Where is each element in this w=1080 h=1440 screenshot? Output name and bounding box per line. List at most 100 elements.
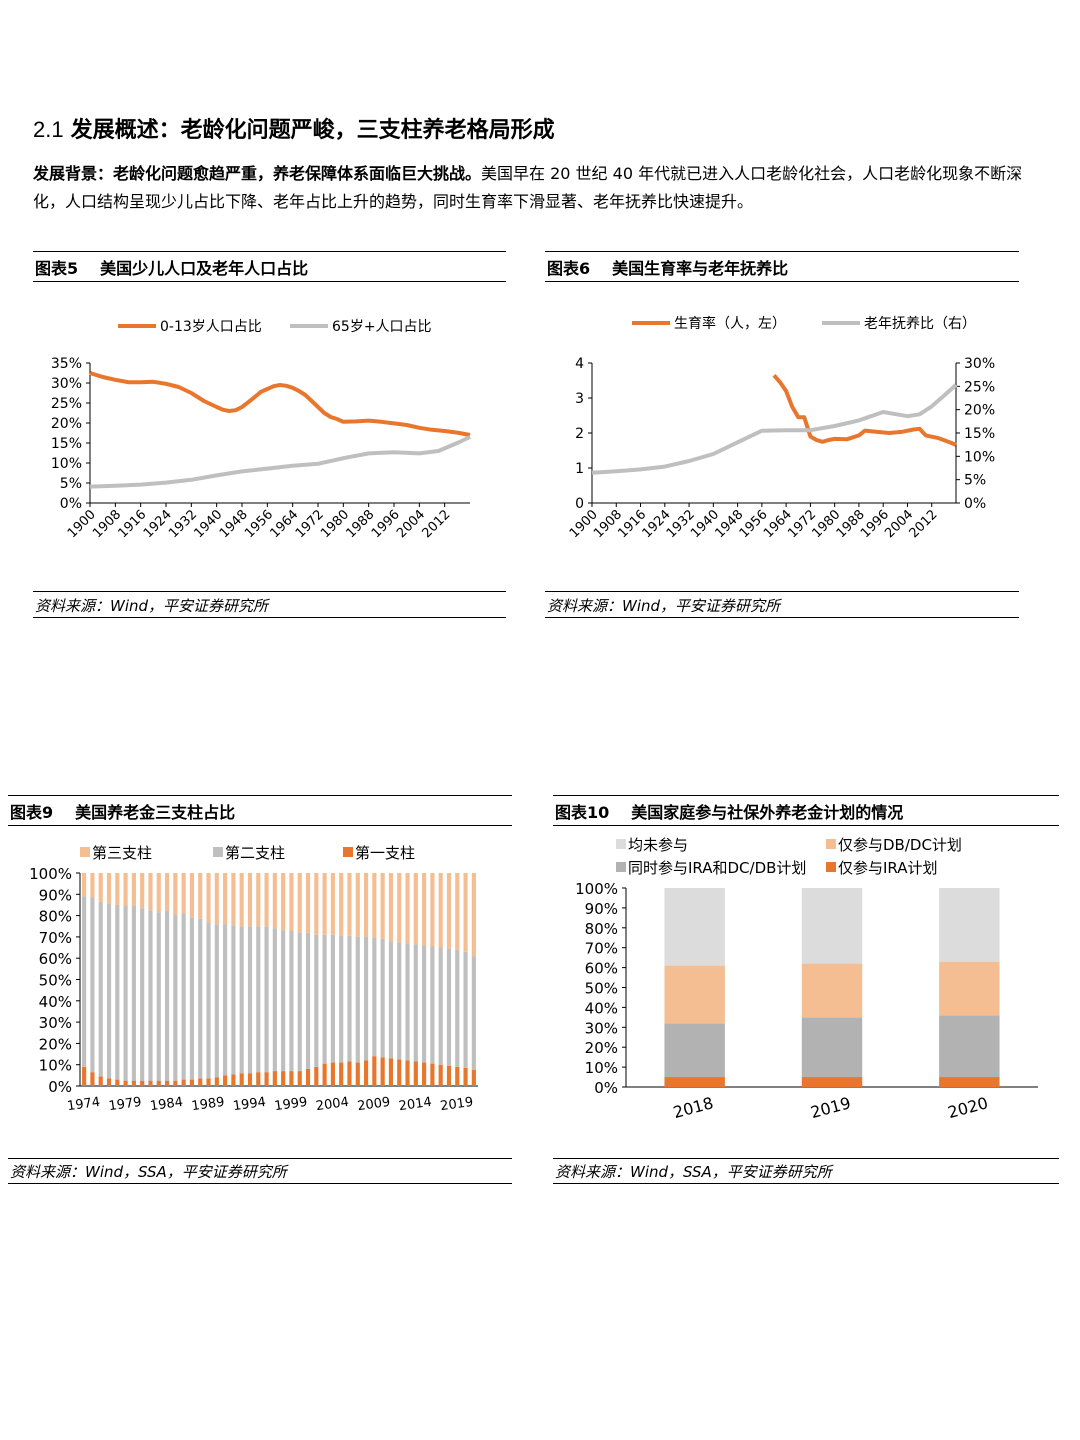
fig9-bar-segment-1 bbox=[463, 951, 468, 1068]
intro-body: 美国早在 20 世纪 40 年代就已进入人口老龄化社会，人口老龄化现象不断深化，… bbox=[33, 164, 1023, 211]
fig9-bar-segment-1 bbox=[281, 930, 286, 1072]
fig9-bar-segment-0 bbox=[189, 1079, 195, 1086]
fig9-bar-segment-2 bbox=[380, 873, 385, 940]
fig9-bar-segment-2 bbox=[106, 873, 112, 904]
fig9-bar-segment-0 bbox=[322, 1063, 327, 1086]
fig5-x-tick-label: 1980 bbox=[318, 507, 352, 541]
fig9-bar-segment-0 bbox=[422, 1062, 427, 1086]
fig5-y-tick-label: 35% bbox=[51, 356, 82, 372]
fig9-bar-segment-0 bbox=[131, 1080, 136, 1086]
fig9-bar-segment-0 bbox=[405, 1060, 410, 1086]
fig9-bar-segment-0 bbox=[181, 1079, 186, 1086]
fig9-bar-segment-1 bbox=[305, 932, 311, 1069]
fig5-x-tick-label: 1948 bbox=[217, 507, 251, 541]
fig9-bar-segment-0 bbox=[115, 1079, 120, 1086]
fig9-y-tick-label: 100% bbox=[29, 865, 72, 883]
fig9-bar-segment-2 bbox=[289, 873, 294, 931]
fig10-legend-swatch-3 bbox=[826, 862, 836, 872]
fig9-bar-segment-2 bbox=[372, 873, 377, 938]
fig10-y-tick-label: 30% bbox=[585, 1019, 618, 1037]
figure-5-caption: 美国少儿人口及老年人口占比 bbox=[100, 259, 309, 278]
fig9-bar-segment-2 bbox=[272, 873, 277, 929]
figure-5-source: 资料来源：Wind，平安证券研究所 bbox=[35, 597, 269, 615]
fig9-bar-segment-0 bbox=[223, 1075, 228, 1086]
fig5-x-tick-label: 2012 bbox=[419, 507, 453, 541]
fig9-bar-segment-1 bbox=[198, 918, 203, 1079]
fig9-bar-segment-2 bbox=[413, 873, 418, 945]
fig9-y-tick-label: 60% bbox=[39, 950, 72, 968]
figure-5-chart: 0-13岁人口占比 65岁+人口占比 0% 5% 10% 15% 20% 25% 30% 35% 1… bbox=[51, 319, 471, 541]
fig10-y-tick-label: 40% bbox=[585, 999, 618, 1017]
figure-10-title: 图表10 美国家庭参与社保外养老金计划的情况 bbox=[555, 799, 903, 823]
figure-9-chart: 0% 10% 20% 30% 40% 50% 60% 70% 80% 90% 100% 1974 197… bbox=[29, 844, 478, 1114]
fig9-bar-segment-2 bbox=[164, 873, 170, 911]
fig9-bar-segment-1 bbox=[380, 939, 385, 1058]
fig6-y-right-tick-label: 20% bbox=[964, 403, 995, 419]
fig9-bar-segment-1 bbox=[355, 936, 360, 1063]
fig9-bar-segment-2 bbox=[90, 873, 95, 898]
fig9-bar-segment-0 bbox=[455, 1066, 460, 1086]
fig9-bar-segment-0 bbox=[198, 1078, 203, 1086]
fig9-bar-segment-2 bbox=[123, 873, 128, 907]
fig9-bar-segment-1 bbox=[314, 934, 319, 1067]
fig9-bar-segment-0 bbox=[90, 1072, 95, 1086]
fig5-x-tick-label: 1964 bbox=[267, 507, 301, 541]
fig5-series-line-0 bbox=[89, 371, 471, 437]
fig9-bar-segment-2 bbox=[355, 873, 360, 937]
fig9-y-tick-label: 20% bbox=[39, 1035, 72, 1053]
figure-5-source-rule bbox=[33, 591, 506, 592]
fig9-x-tick-label: 1989 bbox=[191, 1095, 226, 1114]
fig9-bar-segment-1 bbox=[164, 910, 170, 1081]
fig9-bar-segment-2 bbox=[231, 873, 236, 926]
fig9-bar-segment-1 bbox=[115, 904, 120, 1080]
figure-9-bottom-rule bbox=[8, 1183, 512, 1184]
section-heading: 发展概述：老龄化问题严峻，三支柱养老格局形成 bbox=[70, 118, 555, 143]
fig10-bar-segment-0 bbox=[801, 1077, 863, 1087]
fig9-bar-segment-2 bbox=[347, 873, 352, 936]
fig9-bar-segment-0 bbox=[256, 1072, 261, 1086]
fig5-x-tick-label: 1956 bbox=[242, 507, 276, 541]
figure-6-top-rule bbox=[545, 251, 1019, 252]
fig9-x-tick-label: 2019 bbox=[439, 1095, 474, 1114]
fig9-bar-segment-2 bbox=[322, 873, 327, 935]
figure-6-source: 资料来源：Wind，平安证券研究所 bbox=[547, 597, 781, 615]
fig10-bar-segment-2 bbox=[939, 961, 1000, 1016]
figure-9-label: 图表9 bbox=[10, 803, 54, 822]
fig9-bar-segment-1 bbox=[289, 930, 294, 1072]
fig9-bar-segment-2 bbox=[330, 873, 335, 935]
section-title: 2.1 发展概述：老龄化问题严峻，三支柱养老格局形成 bbox=[33, 112, 555, 144]
fig10-bar-segment-1 bbox=[801, 1017, 863, 1078]
fig9-bar-segment-0 bbox=[173, 1080, 178, 1086]
fig9-bar-segment-1 bbox=[239, 926, 244, 1074]
fig9-y-tick-label: 50% bbox=[39, 972, 72, 990]
figure-10-top-rule bbox=[553, 795, 1059, 796]
fig6-y-right-tick-label: 10% bbox=[964, 449, 995, 465]
fig5-x-tick-label: 2004 bbox=[394, 507, 428, 541]
figure-9-source: 资料来源：Wind，SSA，平安证券研究所 bbox=[10, 1163, 287, 1181]
fig9-bar-segment-0 bbox=[98, 1076, 103, 1086]
fig10-bar-segment-2 bbox=[801, 963, 863, 1018]
fig9-x-tick-label: 1984 bbox=[149, 1095, 184, 1114]
fig9-bar-segment-0 bbox=[380, 1057, 385, 1086]
fig9-bar-segment-1 bbox=[148, 910, 153, 1081]
fig9-bar-segment-0 bbox=[272, 1071, 277, 1086]
figure-6-chart: 生育率（人，左） 老年抚养比（右） 0 1 2 3 4 0% 5% 10% 15% 20% 25% 30%… bbox=[567, 315, 995, 541]
fig9-legend-label-0: 第三支柱 bbox=[92, 844, 152, 862]
fig6-y-right-tick-label: 25% bbox=[964, 379, 995, 395]
fig9-bar-segment-2 bbox=[98, 873, 103, 902]
fig10-y-tick-label: 0% bbox=[594, 1079, 618, 1097]
fig9-bar-segment-2 bbox=[256, 873, 261, 927]
fig9-bar-segment-2 bbox=[422, 873, 427, 946]
fig9-bar-segment-1 bbox=[397, 942, 402, 1060]
fig9-bar-segment-0 bbox=[156, 1080, 161, 1086]
figure-5-bottom-rule bbox=[33, 617, 506, 618]
fig9-bar-segment-0 bbox=[330, 1062, 335, 1086]
fig9-bar-segment-0 bbox=[82, 1066, 87, 1086]
fig9-y-tick-label: 30% bbox=[39, 1014, 72, 1032]
fig10-x-tick-label: 2018 bbox=[671, 1093, 715, 1122]
fig9-bar-segment-2 bbox=[264, 873, 269, 927]
fig9-bar-segment-2 bbox=[405, 873, 410, 944]
fig6-y-right-tick-label: 5% bbox=[964, 473, 986, 489]
fig9-bar-segment-0 bbox=[397, 1059, 402, 1087]
fig9-bar-segment-0 bbox=[471, 1070, 476, 1086]
